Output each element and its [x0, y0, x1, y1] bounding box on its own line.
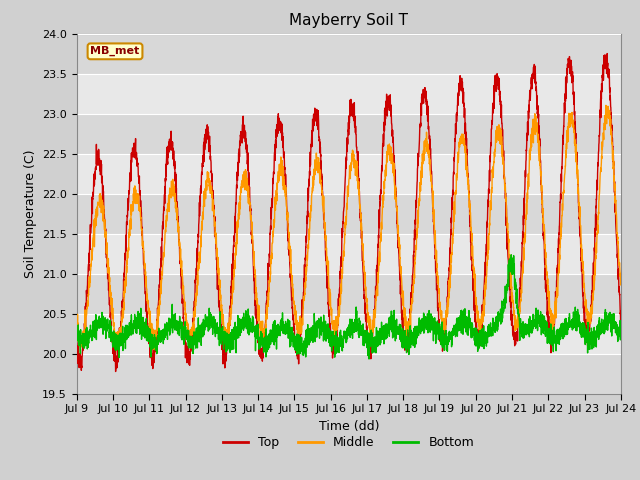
Bar: [77, 274, 621, 313]
Y-axis label: Soil Temperature (C): Soil Temperature (C): [24, 149, 36, 278]
Bar: [77, 354, 621, 394]
Legend: Top, Middle, Bottom: Top, Middle, Bottom: [218, 431, 479, 454]
Title: Mayberry Soil T: Mayberry Soil T: [289, 13, 408, 28]
Text: MB_met: MB_met: [90, 46, 140, 57]
Bar: [77, 193, 621, 234]
Bar: [77, 34, 621, 73]
Bar: [77, 114, 621, 154]
X-axis label: Time (dd): Time (dd): [319, 420, 379, 432]
